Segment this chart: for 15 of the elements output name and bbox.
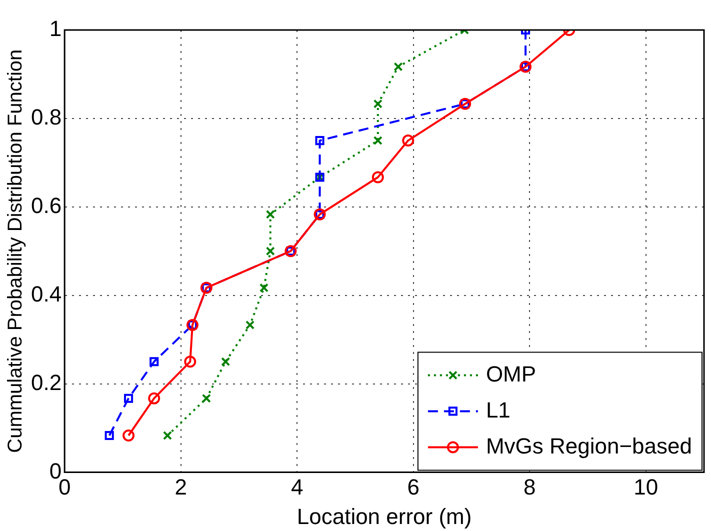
x-tick-label: 10: [634, 474, 658, 500]
y-axis-title: Cummulative Probability Distribution Function: [4, 49, 27, 453]
x-axis-title: Location error (m): [296, 504, 472, 529]
legend-label: OMP: [486, 361, 536, 386]
x-tick-label: 8: [523, 474, 536, 500]
y-tick-label: 1: [49, 16, 62, 42]
y-tick-label: 0.8: [30, 104, 62, 130]
y-tick-label: 0.2: [30, 370, 62, 395]
y-tick-label: 0.6: [30, 192, 62, 218]
x-tick-label: 4: [290, 474, 304, 500]
legend-label: L1: [486, 397, 510, 422]
x-tick-label: 6: [407, 474, 420, 500]
y-tick-label: 0.4: [30, 281, 62, 306]
legend-label: MvGs Region−based: [486, 433, 692, 458]
x-tick-label: 2: [174, 474, 187, 500]
